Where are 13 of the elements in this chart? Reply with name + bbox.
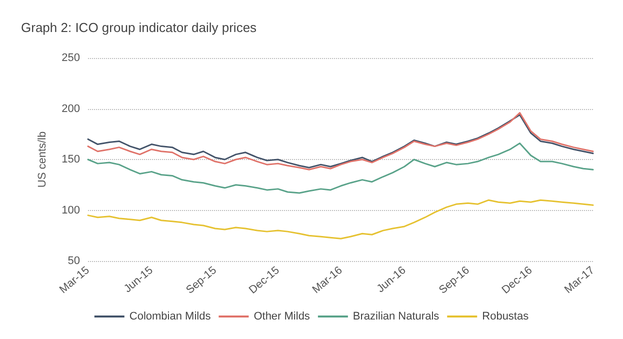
- y-tick-label: 50: [68, 255, 80, 267]
- legend-label: Other Milds: [254, 310, 310, 322]
- y-tick-label: 250: [62, 52, 80, 64]
- chart-title: Graph 2: ICO group indicator daily prices: [21, 20, 258, 35]
- legend-label: Colombian Milds: [129, 310, 212, 322]
- legend-label: Brazilian Naturals: [352, 310, 440, 322]
- y-tick-label: 200: [62, 102, 80, 115]
- line-series: [87, 199, 594, 240]
- y-tick-label: 100: [62, 204, 80, 216]
- legend-label: Robustas: [482, 310, 530, 322]
- y-tick-label: 150: [62, 154, 80, 166]
- line-series: [87, 142, 594, 194]
- y-axis-title: US cents/lb: [36, 131, 48, 188]
